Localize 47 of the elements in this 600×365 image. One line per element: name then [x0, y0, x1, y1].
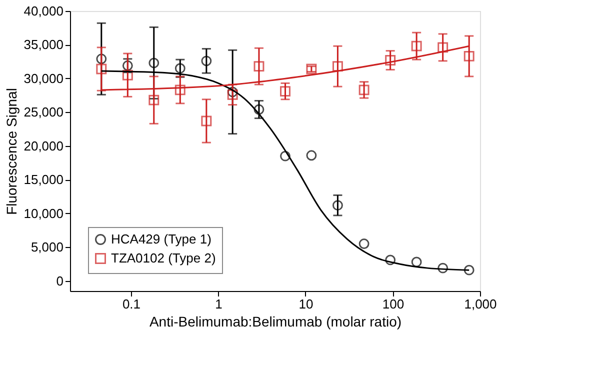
point: [174, 63, 186, 74]
y-tick-label: 20,000: [24, 138, 64, 154]
y-tick-label: 15,000: [24, 172, 64, 188]
x-tick-label: 1: [215, 296, 222, 312]
point: [464, 264, 474, 276]
x-tick-label: 1,000: [464, 296, 497, 312]
y-tick-label: 0: [56, 273, 64, 288]
point: [201, 116, 212, 126]
point: [201, 56, 212, 66]
point: [280, 86, 290, 97]
y-tick-label: 30,000: [24, 70, 64, 86]
point: [280, 150, 290, 162]
y-tick-label: 5,000: [30, 240, 64, 255]
point: [227, 89, 238, 100]
y-tick-label: 35,000: [24, 37, 64, 52]
point: [358, 84, 370, 96]
point: [254, 104, 264, 115]
x-tick-label: 10: [298, 296, 314, 312]
point: [96, 64, 107, 74]
point: [358, 238, 370, 249]
point: [174, 84, 186, 96]
x-tick-label: 0.1: [122, 296, 141, 312]
point: [254, 61, 264, 72]
point: [148, 58, 160, 68]
point: [148, 94, 160, 106]
point: [438, 262, 448, 274]
point: [411, 40, 422, 52]
x-axis-title: Anti-Belimumab:Belimumab (molar ratio): [149, 314, 402, 330]
y-tick-label: 10,000: [24, 206, 64, 221]
point: [122, 70, 133, 80]
point: [306, 150, 317, 161]
y-axis-title: Fluorescence Signal: [4, 88, 20, 215]
point: [385, 254, 396, 266]
legend-label: HCA429 (Type 1): [111, 232, 212, 246]
point: [332, 200, 343, 211]
point: [385, 55, 396, 66]
point: [464, 50, 474, 62]
point: [438, 42, 448, 53]
y-tick-label: 40,000: [24, 4, 64, 18]
point: [332, 61, 343, 72]
point: [122, 60, 133, 71]
point: [411, 256, 422, 268]
legend-label: TZA0102 (Type 2): [111, 250, 216, 266]
x-tick-label: 100: [382, 296, 404, 312]
y-tick-label: 25,000: [24, 104, 64, 120]
point: [227, 86, 238, 98]
point: [96, 54, 107, 64]
